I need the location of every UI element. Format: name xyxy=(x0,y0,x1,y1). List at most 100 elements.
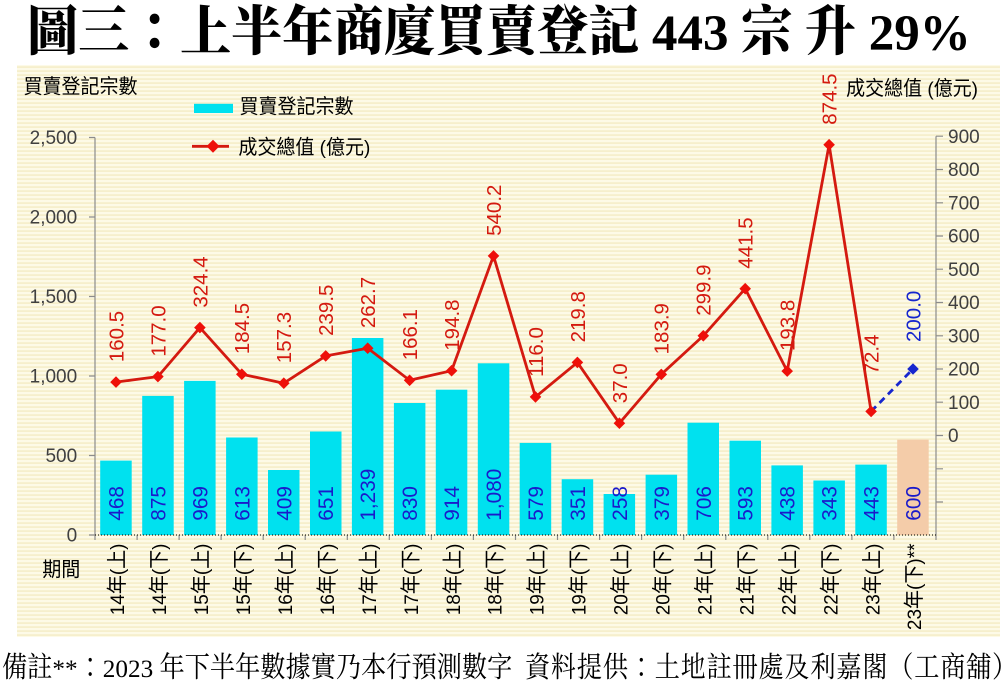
svg-text:(: ( xyxy=(276,568,297,575)
svg-text:200: 200 xyxy=(948,360,980,381)
svg-text:): ) xyxy=(863,543,884,549)
svg-text:(: ( xyxy=(486,568,507,575)
svg-text:379: 379 xyxy=(651,486,674,521)
svg-text:540.2: 540.2 xyxy=(483,185,506,236)
svg-text:(: ( xyxy=(654,568,675,575)
svg-text:875: 875 xyxy=(147,486,170,521)
svg-text:700: 700 xyxy=(948,193,980,214)
svg-text:(: ( xyxy=(234,568,255,575)
svg-text:(: ( xyxy=(737,568,758,575)
svg-text:18: 18 xyxy=(486,594,507,615)
svg-text:2,500: 2,500 xyxy=(30,128,78,149)
svg-text:(: ( xyxy=(528,568,549,575)
svg-text:19: 19 xyxy=(570,594,591,615)
svg-text:874.5: 874.5 xyxy=(819,73,842,124)
svg-text:): ) xyxy=(192,543,213,549)
svg-text:299.9: 299.9 xyxy=(693,264,716,315)
svg-text:(: ( xyxy=(192,568,213,575)
svg-text:500: 500 xyxy=(45,446,77,467)
svg-text:600: 600 xyxy=(948,227,980,248)
svg-text:800: 800 xyxy=(948,160,980,181)
svg-text:): ) xyxy=(108,543,129,549)
svg-text:441.5: 441.5 xyxy=(735,217,758,268)
svg-text:): ) xyxy=(318,543,339,549)
svg-text:258: 258 xyxy=(609,486,632,521)
svg-text:19: 19 xyxy=(528,594,549,615)
svg-text:(: ( xyxy=(922,79,934,100)
svg-text:14: 14 xyxy=(150,594,171,616)
svg-text:**: ** xyxy=(905,543,926,558)
svg-text:(: ( xyxy=(863,568,884,575)
svg-text:443: 443 xyxy=(861,486,884,521)
svg-text:): ) xyxy=(972,79,978,100)
svg-text:193.8: 193.8 xyxy=(777,300,800,351)
svg-text:(: ( xyxy=(402,568,423,575)
svg-text:100: 100 xyxy=(948,393,980,414)
svg-text:22: 22 xyxy=(779,594,800,615)
svg-text:20: 20 xyxy=(654,594,675,615)
svg-text:(: ( xyxy=(360,568,381,575)
svg-text:343: 343 xyxy=(819,486,842,521)
svg-text:(: ( xyxy=(108,568,129,575)
svg-text:651: 651 xyxy=(315,486,338,521)
svg-text:177.0: 177.0 xyxy=(147,305,170,356)
svg-text:37.0: 37.0 xyxy=(609,363,632,403)
svg-text:183.9: 183.9 xyxy=(651,303,674,354)
svg-text:409: 409 xyxy=(273,486,296,521)
svg-text:): ) xyxy=(402,543,423,549)
svg-text:): ) xyxy=(905,558,926,564)
svg-text:): ) xyxy=(276,543,297,549)
svg-text:969: 969 xyxy=(189,486,212,521)
svg-text:166.1: 166.1 xyxy=(399,309,422,360)
svg-text:219.8: 219.8 xyxy=(567,291,590,342)
svg-text:593: 593 xyxy=(735,486,758,521)
svg-text:1,500: 1,500 xyxy=(30,287,78,308)
svg-text:): ) xyxy=(360,543,381,549)
svg-text:0: 0 xyxy=(948,426,959,447)
svg-text:157.3: 157.3 xyxy=(273,312,296,363)
svg-text:17: 17 xyxy=(360,594,381,615)
svg-text:): ) xyxy=(570,543,591,549)
svg-text:324.4: 324.4 xyxy=(189,256,212,307)
svg-text:914: 914 xyxy=(441,486,464,521)
svg-text:1,239: 1,239 xyxy=(357,469,380,521)
svg-text:17: 17 xyxy=(402,594,423,615)
svg-text:184.5: 184.5 xyxy=(231,303,254,354)
svg-text:15: 15 xyxy=(234,594,255,615)
svg-text:400: 400 xyxy=(948,293,980,314)
svg-text:443: 443 xyxy=(639,6,741,62)
svg-text:): ) xyxy=(695,543,716,549)
svg-text:): ) xyxy=(150,543,171,549)
svg-text:29%: 29% xyxy=(856,6,971,62)
svg-text:613: 613 xyxy=(231,486,254,521)
svg-text:16: 16 xyxy=(276,594,297,615)
svg-text:(: ( xyxy=(695,568,716,575)
svg-text:194.8: 194.8 xyxy=(441,299,464,350)
svg-text:351: 351 xyxy=(567,486,590,521)
svg-text:23: 23 xyxy=(905,609,926,630)
svg-text:): ) xyxy=(737,543,758,549)
svg-text:): ) xyxy=(444,543,465,549)
svg-text:): ) xyxy=(486,543,507,549)
svg-text:160.5: 160.5 xyxy=(105,311,128,362)
svg-text:706: 706 xyxy=(693,486,716,521)
svg-text:438: 438 xyxy=(777,486,800,521)
svg-text:18: 18 xyxy=(444,594,465,615)
svg-text:): ) xyxy=(779,543,800,549)
svg-text:116.0: 116.0 xyxy=(525,327,548,377)
svg-text:(: ( xyxy=(570,568,591,575)
svg-text:300: 300 xyxy=(948,326,980,347)
svg-text:2,000: 2,000 xyxy=(30,208,78,229)
svg-text:**: ** xyxy=(52,656,77,683)
svg-text:21: 21 xyxy=(695,594,716,615)
svg-text:(: ( xyxy=(612,568,633,575)
svg-text:(: ( xyxy=(821,568,842,575)
svg-text:239.5: 239.5 xyxy=(315,285,338,336)
svg-text:21: 21 xyxy=(737,594,758,615)
svg-text:0: 0 xyxy=(67,526,78,547)
svg-text:(: ( xyxy=(314,138,326,159)
svg-text:20: 20 xyxy=(612,594,633,615)
svg-text:): ) xyxy=(654,543,675,549)
svg-text:): ) xyxy=(821,543,842,549)
svg-text:16: 16 xyxy=(318,594,339,615)
